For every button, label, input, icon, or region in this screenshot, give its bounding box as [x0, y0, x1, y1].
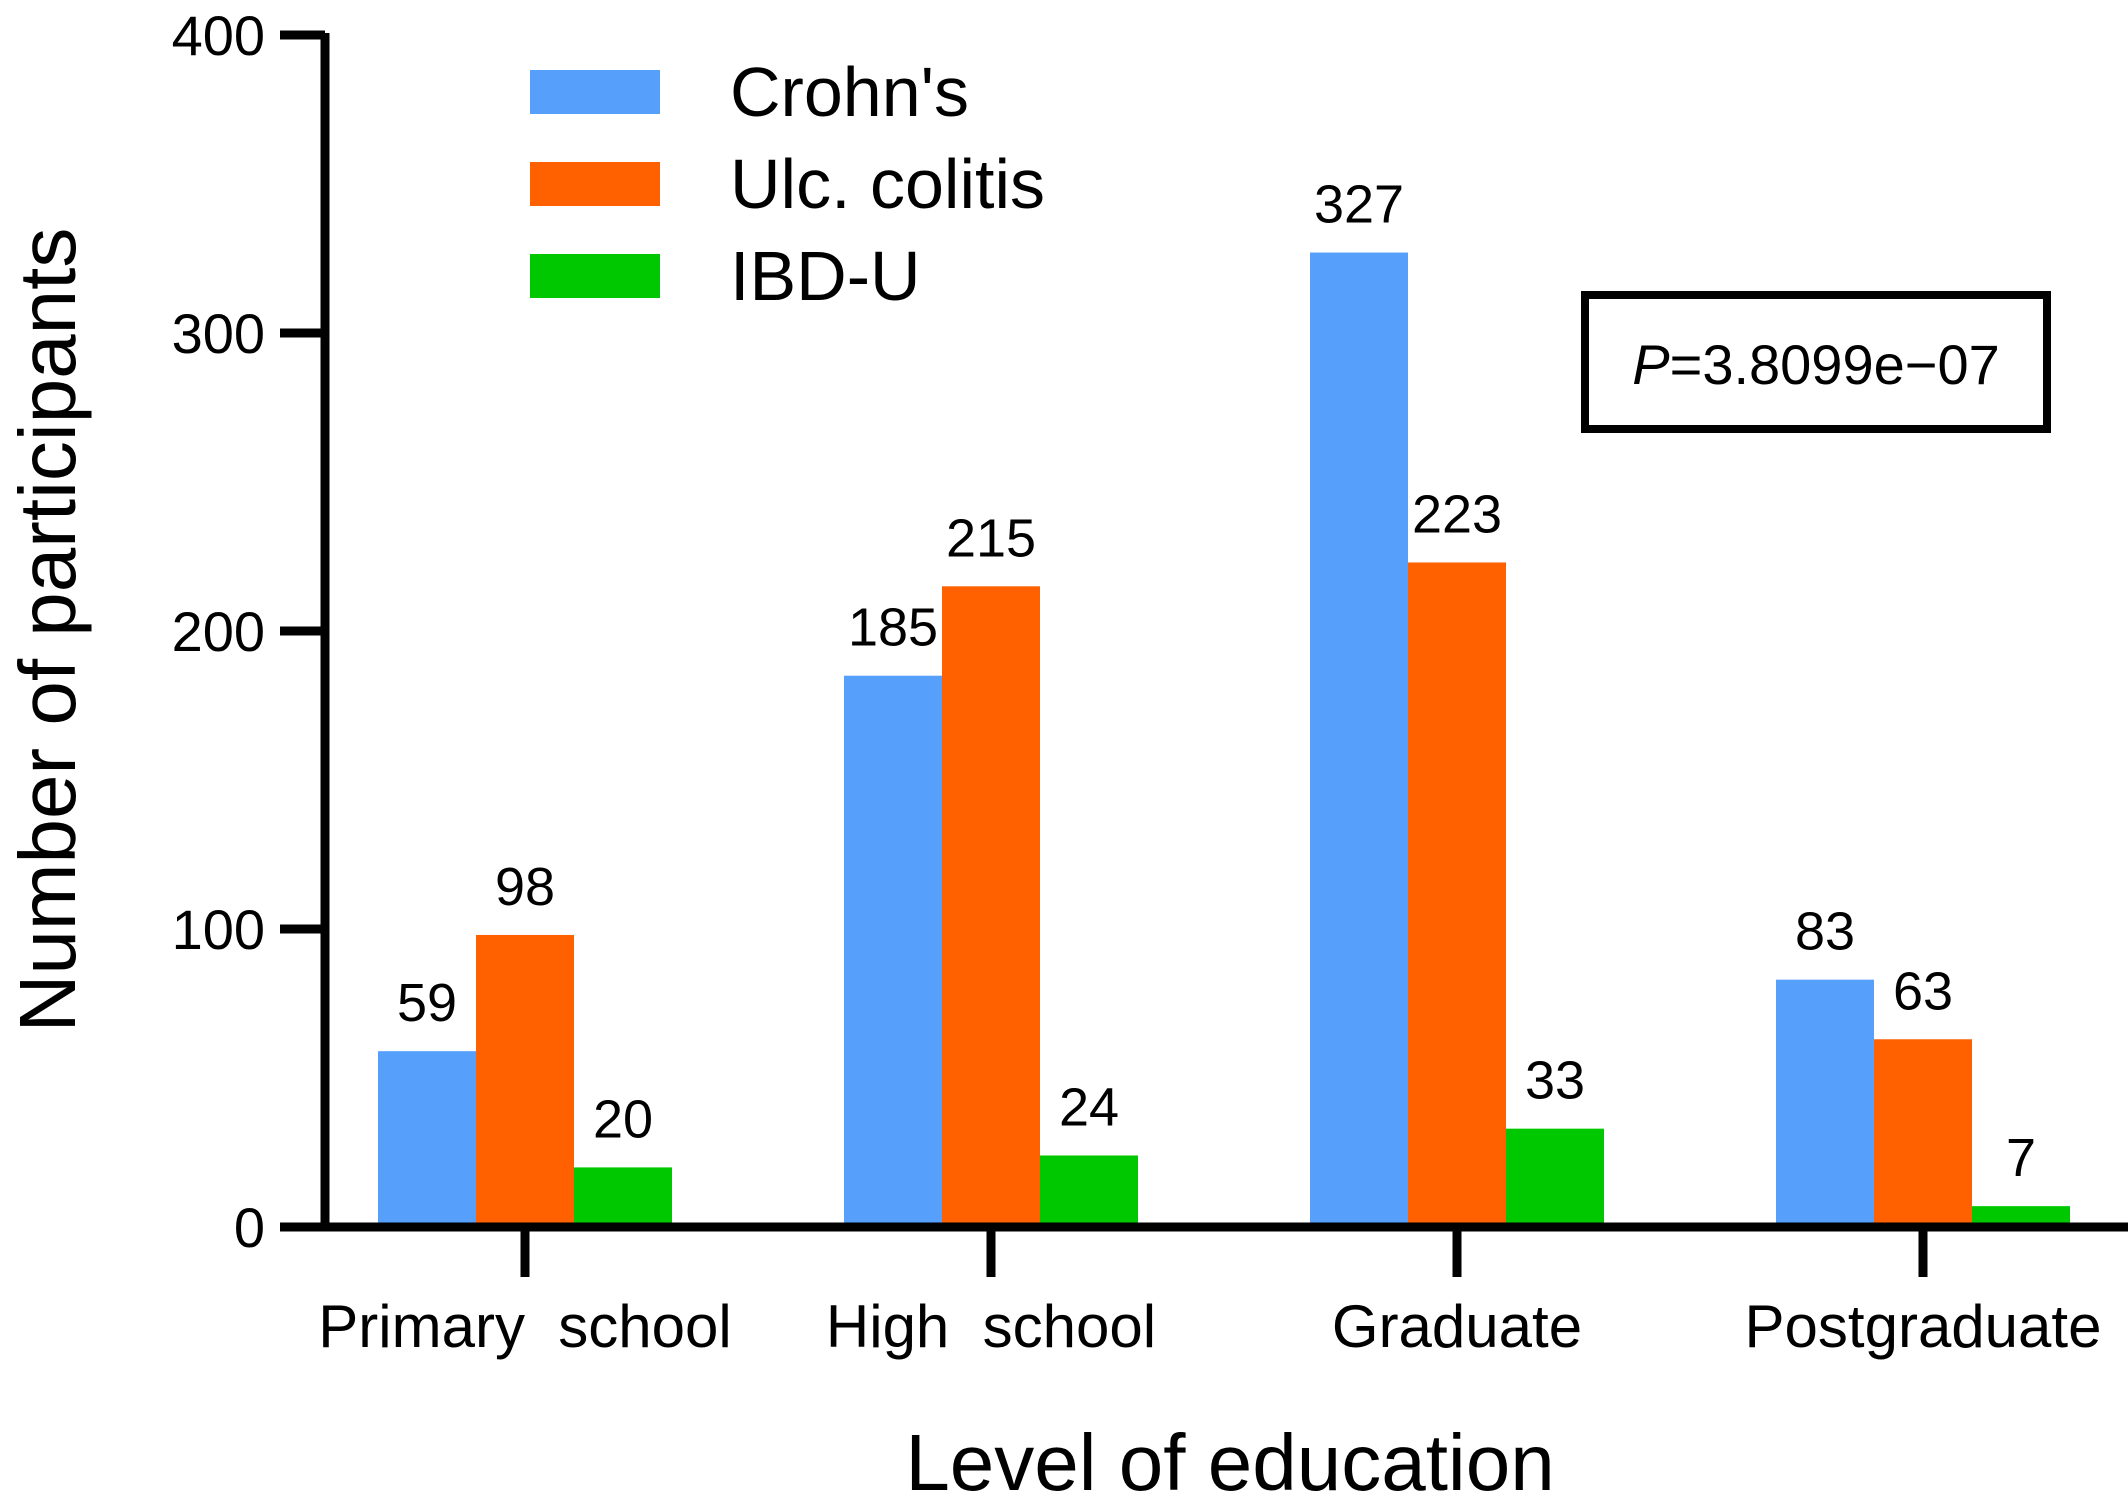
- data-label-3-1: 20: [593, 1089, 653, 1149]
- p-value-box-border: [1581, 291, 2051, 433]
- legend-label-2: Ulc. colitis: [730, 145, 1045, 223]
- y-axis-title: Number of participants: [3, 228, 92, 1033]
- bar-2-4: [1874, 1039, 1972, 1227]
- bar-3-3: [1506, 1128, 1604, 1227]
- data-label-2-3: 223: [1412, 484, 1502, 544]
- legend-swatch-2: [530, 162, 660, 206]
- bar-1-2: [844, 675, 942, 1227]
- bar-1-4: [1776, 979, 1874, 1227]
- legend-label-1: Crohn's: [730, 53, 969, 131]
- data-label-2-2: 215: [946, 508, 1036, 568]
- data-label-3-4: 7: [2006, 1128, 2036, 1188]
- bar-2-2: [942, 586, 1040, 1227]
- y-tick-label-2: 100: [172, 898, 265, 961]
- legend: Crohn's Ulc. colitis IBD-U: [530, 53, 1045, 315]
- bar-3-4: [1972, 1206, 2070, 1227]
- y-tick-label-3: 200: [172, 600, 265, 663]
- x-axis-title: Level of education: [905, 1418, 1554, 1502]
- bar-1-1: [378, 1051, 476, 1227]
- data-label-1-3: 327: [1314, 175, 1404, 235]
- x-tick-label-3: Graduate: [1332, 1293, 1582, 1360]
- y-tick-label-1: 0: [234, 1196, 265, 1259]
- y-tick-label-4: 300: [172, 302, 265, 365]
- p-value-box: P=3.8099e−07: [1581, 291, 2051, 433]
- data-label-3-2: 24: [1059, 1077, 1119, 1137]
- y-tick-label-5: 400: [172, 4, 265, 67]
- x-tick-label-4: Postgraduate: [1745, 1293, 2102, 1360]
- p-value-number: =3.8099e−07: [1670, 333, 2000, 396]
- bar-3-2: [1040, 1155, 1138, 1227]
- legend-label-3: IBD-U: [730, 237, 921, 315]
- axes: 0 100 200 300 400 Primary school High school Gr…: [172, 4, 2128, 1360]
- bar-2-3: [1408, 562, 1506, 1227]
- data-label-1-2: 185: [848, 598, 938, 658]
- p-value-text: P=3.8099e−07: [1632, 333, 1999, 396]
- data-label-1-1: 59: [397, 973, 457, 1033]
- data-label-2-1: 98: [495, 857, 555, 917]
- legend-swatch-1: [530, 70, 660, 114]
- x-tick-label-2: High school: [826, 1293, 1156, 1360]
- data-label-1-4: 83: [1795, 902, 1855, 962]
- bar-1-3: [1310, 252, 1408, 1228]
- p-value-symbol: P: [1632, 333, 1669, 396]
- bars: [378, 252, 2070, 1228]
- data-label-2-4: 63: [1893, 961, 1953, 1021]
- data-label-3-3: 33: [1525, 1051, 1585, 1111]
- x-tick-label-1: Primary school: [318, 1293, 731, 1360]
- legend-swatch-3: [530, 254, 660, 298]
- bar-3-1: [574, 1167, 672, 1227]
- bar-2-1: [476, 934, 574, 1227]
